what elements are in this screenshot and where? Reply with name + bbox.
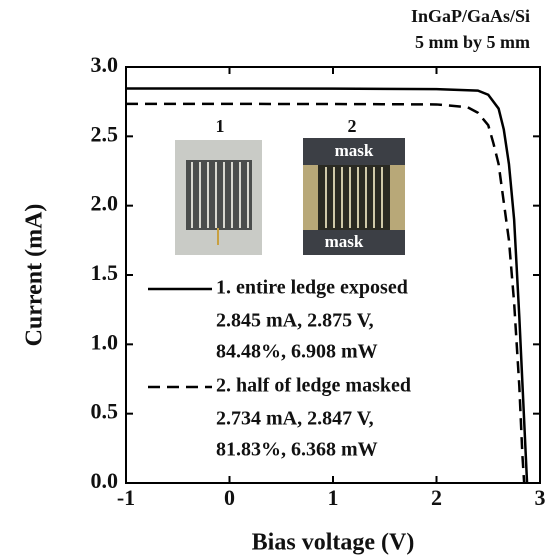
photo-2 xyxy=(303,138,405,255)
legend-detail: 2.845 mA, 2.875 V, xyxy=(216,310,374,332)
y-tick-label: 2.0 xyxy=(91,191,119,216)
image-label: mask xyxy=(325,232,364,251)
legend-label: 2. half of ledge masked xyxy=(216,375,411,397)
y-tick-label: 0.0 xyxy=(91,468,119,493)
x-tick-label: 3 xyxy=(535,485,546,510)
series-line xyxy=(126,87,529,484)
legend-detail: 84.48%, 6.908 mW xyxy=(216,341,378,363)
legend-label: 1. entire ledge exposed xyxy=(216,277,408,299)
annotation: 5 mm by 5 mm xyxy=(415,32,530,52)
x-tick-label: 1 xyxy=(328,485,339,510)
photo-1 xyxy=(175,140,262,255)
x-axis-label: Bias voltage (V) xyxy=(252,530,415,556)
y-tick-label: 1.0 xyxy=(91,329,119,354)
image-label: mask xyxy=(335,141,374,160)
annotation: InGaP/GaAs/Si xyxy=(411,6,530,26)
x-tick-label: -1 xyxy=(117,485,135,510)
x-tick-label: 0 xyxy=(224,485,235,510)
y-tick-label: 2.5 xyxy=(91,121,119,146)
y-tick-label: 1.5 xyxy=(91,260,119,285)
y-tick-label: 0.5 xyxy=(91,399,119,424)
series-line xyxy=(126,102,526,484)
x-tick-label: 2 xyxy=(431,485,442,510)
image-label: 2 xyxy=(348,116,357,136)
y-axis-label: Current (mA) xyxy=(22,204,48,347)
y-tick-label: 3.0 xyxy=(91,52,119,77)
legend-detail: 81.83%, 6.368 mW xyxy=(216,439,378,461)
image-label: 1 xyxy=(216,116,225,136)
legend-detail: 2.734 mA, 2.847 V, xyxy=(216,408,374,430)
